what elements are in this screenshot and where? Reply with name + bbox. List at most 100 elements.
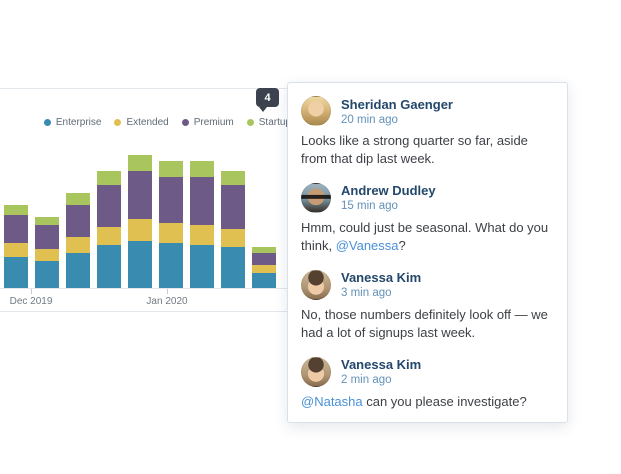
bar-segment-enterprise xyxy=(4,257,28,289)
legend-item-extended[interactable]: Extended xyxy=(114,117,169,128)
x-axis-label-jan-2020: Jan 2020 xyxy=(146,296,188,307)
legend-label: Startup xyxy=(258,117,291,128)
chart-card: Enterprise Extended Premium Startup Dec 201… xyxy=(0,88,310,312)
legend-label: Extended xyxy=(126,117,169,128)
comment-timestamp: 20 min ago xyxy=(341,113,398,126)
bar-segment-premium xyxy=(66,205,90,237)
comment-author[interactable]: Andrew Dudley xyxy=(341,183,436,199)
stacked-bar[interactable] xyxy=(190,161,214,289)
comment-timestamp: 2 min ago xyxy=(341,374,392,387)
bar-segment-extended xyxy=(97,227,121,245)
bar-segment-premium xyxy=(221,185,245,229)
bar-segment-enterprise xyxy=(221,247,245,289)
comment-timestamp: 15 min ago xyxy=(341,200,398,213)
comment-text-part: Looks like a strong quarter so far, asid… xyxy=(301,133,528,167)
comment-item[interactable]: Sheridan Gaenger 20 min ago Looks like a… xyxy=(288,88,567,175)
legend-item-enterprise[interactable]: Enterprise xyxy=(43,117,102,128)
comment-meta: Andrew Dudley 15 min ago xyxy=(341,183,436,212)
bar-segment-startup xyxy=(221,171,245,185)
legend-label: Enterprise xyxy=(55,117,102,128)
bar-segment-extended xyxy=(159,223,183,243)
bar-segment-premium xyxy=(128,171,152,219)
comment-text: No, those numbers definitely look off — … xyxy=(301,306,554,343)
legend-dot xyxy=(181,119,189,126)
bar-segment-enterprise xyxy=(35,261,59,289)
bar-segment-premium xyxy=(252,253,276,265)
comment-text-part: ? xyxy=(398,238,406,254)
x-axis-tick xyxy=(31,289,32,294)
bar-segment-extended xyxy=(66,237,90,253)
bar-segment-startup xyxy=(4,205,28,215)
stacked-bar[interactable] xyxy=(66,193,90,289)
stacked-bar[interactable] xyxy=(35,217,59,289)
stacked-bar[interactable] xyxy=(4,205,28,289)
comment-text-part: Hmm, could just be seasonal. What do you… xyxy=(301,219,549,254)
comment-item[interactable]: Andrew Dudley 15 min ago Hmm, could just… xyxy=(288,175,567,262)
stacked-bar-chart xyxy=(0,139,276,289)
bar-segment-enterprise xyxy=(159,243,183,289)
x-axis-label-dec-2019: Dec 2019 xyxy=(9,296,53,307)
comment-count-badge[interactable]: 4 xyxy=(256,88,279,112)
legend-item-premium[interactable]: Premium xyxy=(181,117,234,128)
bar-segment-startup xyxy=(97,171,121,185)
comments-panel: Sheridan Gaenger 20 min ago Looks like a… xyxy=(287,82,568,424)
bar-segment-startup xyxy=(190,161,214,177)
comment-header: Vanessa Kim 3 min ago xyxy=(301,269,554,300)
stacked-bar[interactable] xyxy=(159,161,183,289)
stacked-bar[interactable] xyxy=(252,247,276,289)
avatar-sheridan-gaenger xyxy=(301,96,331,126)
bar-segment-premium xyxy=(159,177,183,223)
bar-segment-premium xyxy=(97,185,121,227)
comment-count-value: 4 xyxy=(264,91,271,104)
legend-dot xyxy=(246,119,254,126)
comment-header: Sheridan Gaenger 20 min ago xyxy=(301,96,554,126)
avatar-vanessa-kim xyxy=(301,269,331,300)
comment-header: Vanessa Kim 2 min ago xyxy=(301,356,554,387)
comment-text: Hmm, could just be seasonal. What do you… xyxy=(301,219,554,256)
comment-text: Looks like a strong quarter so far, asid… xyxy=(301,132,554,169)
stacked-bar[interactable] xyxy=(128,155,152,289)
chart-legend: Enterprise Extended Premium Startup xyxy=(43,117,291,128)
comment-header: Andrew Dudley 15 min ago xyxy=(301,182,554,213)
comment-author[interactable]: Vanessa Kim xyxy=(341,357,422,373)
comment-meta: Vanessa Kim 2 min ago xyxy=(341,357,421,386)
bar-segment-extended xyxy=(128,219,152,241)
bar-segment-extended xyxy=(190,225,214,245)
bar-segment-extended xyxy=(252,265,276,273)
bar-segment-extended xyxy=(35,249,59,261)
comment-item[interactable]: Vanessa Kim 3 min ago No, those numbers … xyxy=(288,262,567,349)
comment-text-part: can you please investigate? xyxy=(362,393,527,409)
comment-item[interactable]: Vanessa Kim 2 min ago @Natasha can you p… xyxy=(288,349,567,417)
avatar-vanessa-kim xyxy=(301,356,331,387)
bar-segment-extended xyxy=(4,243,28,257)
comment-author[interactable]: Vanessa Kim xyxy=(341,270,422,286)
bar-segment-extended xyxy=(221,229,245,247)
bar-segment-enterprise xyxy=(66,253,90,289)
bar-segment-enterprise xyxy=(97,245,121,289)
legend-item-startup[interactable]: Startup xyxy=(246,117,291,128)
mention-link[interactable]: @Vanessa xyxy=(335,238,399,254)
legend-label: Premium xyxy=(193,117,234,128)
bar-segment-startup xyxy=(128,155,152,171)
mention-link[interactable]: @Natasha xyxy=(301,393,363,409)
bar-segment-enterprise xyxy=(252,273,276,289)
x-axis-tick xyxy=(167,289,168,294)
bar-segment-startup xyxy=(252,247,276,253)
comment-author[interactable]: Sheridan Gaenger xyxy=(341,96,453,112)
bar-segment-startup xyxy=(66,193,90,205)
comment-meta: Sheridan Gaenger 20 min ago xyxy=(341,97,453,126)
comment-timestamp: 3 min ago xyxy=(341,287,392,300)
bar-segment-enterprise xyxy=(190,245,214,289)
legend-dot xyxy=(114,119,122,126)
avatar-andrew-dudley xyxy=(301,182,331,213)
stacked-bar[interactable] xyxy=(97,171,121,289)
bar-segment-premium xyxy=(190,177,214,225)
x-axis-line xyxy=(0,288,309,289)
stacked-bar[interactable] xyxy=(221,171,245,289)
bar-segment-startup xyxy=(35,217,59,225)
bar-segment-enterprise xyxy=(128,241,152,289)
bar-segment-premium xyxy=(4,215,28,243)
bar-segment-premium xyxy=(35,225,59,249)
comment-text: @Natasha can you please investigate? xyxy=(301,393,554,411)
